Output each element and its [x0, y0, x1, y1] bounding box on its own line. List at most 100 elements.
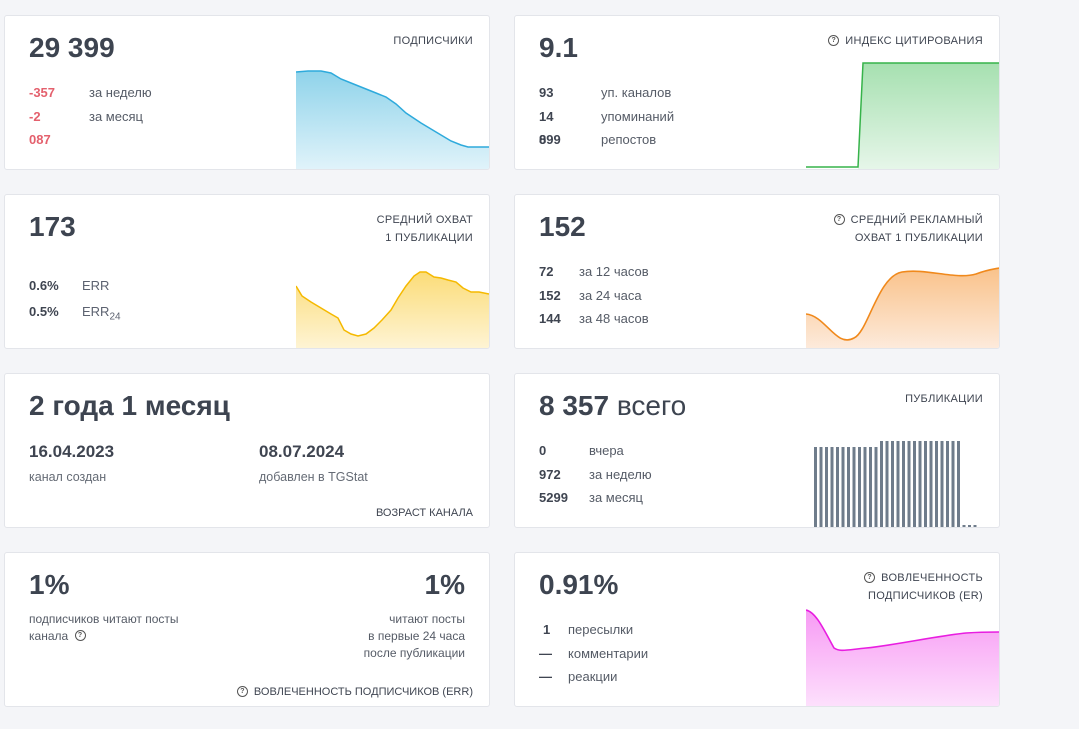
publications-bar — [885, 441, 889, 527]
er-card[interactable]: 0.91% ? ВОВЛЕЧЕННОСТЬ ПОДПИСЧИКОВ (ER) 1 п… — [514, 552, 1000, 707]
reach-48h-value: 144 — [539, 311, 561, 326]
subscribers-card[interactable]: 29 399 ПОДПИСЧИКИ -357 за неделю -2 087 за… — [4, 15, 490, 170]
er-chart-area — [806, 610, 999, 706]
reposts-label: репостов — [601, 132, 657, 147]
avg-reach-title: СРЕДНИЙ ОХВАТ 1 ПУБЛИКАЦИИ — [377, 211, 473, 247]
publications-bar — [951, 441, 955, 527]
publications-bar — [973, 525, 977, 527]
ad-reach-title-line1: СРЕДНИЙ РЕКЛАМНЫЙ — [850, 214, 983, 226]
info-circle-icon[interactable]: ? — [74, 630, 86, 642]
avg-reach-value: 173 — [29, 211, 76, 242]
reach-48h-label: за 48 часов — [579, 311, 649, 326]
er-chart-line — [806, 609, 999, 652]
er-chart[interactable] — [806, 608, 999, 706]
err24-label: ERR24 — [82, 304, 121, 323]
er-title-line2: ПОДПИСЧИКОВ (ER) — [868, 590, 983, 602]
created-label: канал создан — [29, 470, 107, 484]
reactions-label: реакции — [568, 669, 618, 684]
err-right-value: 1% — [424, 569, 465, 600]
publications-bar — [858, 447, 861, 527]
subscribers-title: ПОДПИСЧИКИ — [393, 35, 473, 47]
publications-bar — [819, 447, 823, 527]
reactions-value: — — [539, 669, 552, 684]
channels-mentioned-label: уп. каналов — [601, 85, 672, 100]
ad-reach-title-line2: ОХВАТ 1 ПУБЛИКАЦИИ — [854, 232, 983, 244]
comments-label: комментарии — [568, 645, 649, 661]
publications-bar — [924, 441, 927, 527]
citation-index-card[interactable]: 9.1 ? ИНДЕКС ЦИТИРОВАНИЯ 93 уп. каналов 14… — [514, 15, 1000, 170]
publications-bar — [852, 447, 856, 527]
err-right-caption: читают посты в первые 24 часа после публ… — [364, 611, 465, 662]
avg-reach-chart-area — [296, 272, 489, 348]
added-date: 08.07.2024 — [259, 442, 345, 461]
publications-bar — [825, 447, 828, 527]
channel-age-footer: ВОЗРАСТ КАНАЛА — [375, 507, 473, 519]
publications-bar — [880, 441, 883, 527]
pubs-week-value: 972 — [539, 466, 561, 482]
ad-reach-chart[interactable] — [806, 264, 999, 348]
publications-bar — [830, 447, 834, 527]
monthly-change-label: за месяц — [89, 108, 143, 124]
publications-chart[interactable] — [806, 437, 999, 527]
avg-reach-chart-line — [296, 271, 489, 337]
err-left-value: 1% — [29, 569, 70, 600]
publications-value: 8 357 всего — [539, 390, 686, 422]
created-block: 16.04.2023 канал создан — [29, 442, 114, 484]
publications-total: 8 357 — [539, 390, 610, 421]
err-left-line2: канала — [29, 629, 69, 643]
citation-chart-line — [806, 62, 999, 168]
reach-12h-value: 72 — [539, 264, 554, 279]
reach-24h-value: 152 — [539, 287, 561, 303]
er-title: ? ВОВЛЕЧЕННОСТЬ ПОДПИСЧИКОВ (ER) — [864, 569, 983, 605]
publications-bar — [946, 441, 949, 527]
avg-reach-chart[interactable] — [296, 268, 489, 348]
publications-bar — [814, 447, 817, 527]
publications-bar — [957, 441, 960, 527]
channel-age-card[interactable]: 2 года 1 месяц 16.04.2023 канал создан 0… — [4, 373, 490, 528]
mentions-value: 14 899 — [539, 108, 561, 148]
ad-reach-value: 152 — [539, 211, 586, 242]
pubs-yesterday-value: 0 — [539, 443, 547, 458]
info-circle-icon[interactable]: ? — [864, 571, 876, 583]
publications-bar — [935, 441, 938, 527]
publications-bar — [913, 441, 916, 527]
pubs-yesterday-label: вчера — [589, 443, 624, 458]
pubs-month-label: за месяц — [589, 490, 643, 505]
reach-24h-label: за 24 часа — [579, 287, 642, 303]
subscribers-chart[interactable] — [296, 69, 489, 169]
er-title-line1: ВОВЛЕЧЕННОСТЬ — [881, 572, 983, 584]
subscribers-value: 29 399 — [29, 32, 115, 63]
info-circle-icon[interactable]: ? — [236, 685, 248, 697]
err-right-line2: в первые 24 часа — [368, 629, 465, 643]
added-label: добавлен в TGStat — [259, 470, 368, 484]
publications-suffix: всего — [616, 390, 687, 421]
info-circle-icon[interactable]: ? — [828, 34, 840, 46]
publications-bar — [869, 447, 872, 527]
channels-mentioned-value: 93 — [539, 85, 554, 100]
avg-reach-card[interactable]: 173 СРЕДНИЙ ОХВАТ 1 ПУБЛИКАЦИИ 0.6% ERR 0… — [4, 194, 490, 349]
info-circle-icon[interactable]: ? — [833, 213, 845, 225]
ad-reach-card[interactable]: 152 ? СРЕДНИЙ РЕКЛАМНЫЙ ОХВАТ 1 ПУБЛИКАЦИ… — [514, 194, 1000, 349]
err-card[interactable]: 1% 1% подписчиков читают посты канала ? … — [4, 552, 490, 707]
publications-bar — [902, 441, 905, 527]
err-footer-text: ВОВЛЕЧЕННОСТЬ ПОДПИСЧИКОВ (ERR) — [253, 686, 473, 698]
ad-reach-chart-line — [806, 267, 999, 341]
publications-card[interactable]: 8 357 всего ПУБЛИКАЦИИ 0 вчера 972 за неде… — [514, 373, 1000, 528]
err-value: 0.6% — [29, 278, 59, 293]
err-left-caption: подписчиков читают посты канала ? — [29, 611, 179, 645]
publications-bar — [891, 441, 894, 527]
citation-index-title: ? ИНДЕКС ЦИТИРОВАНИЯ — [828, 32, 983, 50]
citation-chart[interactable] — [806, 61, 999, 169]
created-date: 16.04.2023 — [29, 442, 115, 461]
publications-bar — [841, 447, 845, 527]
pubs-month-value: 5299 — [539, 490, 568, 505]
channel-age-value: 2 года 1 месяц — [29, 390, 230, 421]
publications-bar — [836, 447, 839, 527]
publications-bar — [847, 447, 850, 527]
err-right-line3: после публикации — [363, 646, 465, 660]
forwards-value: 1 — [543, 622, 551, 637]
mentions-label: упоминаний — [601, 108, 675, 124]
publications-bar — [907, 441, 911, 527]
ad-reach-chart-area — [806, 268, 999, 348]
avg-reach-title-line2: 1 ПУБЛИКАЦИИ — [385, 232, 473, 244]
